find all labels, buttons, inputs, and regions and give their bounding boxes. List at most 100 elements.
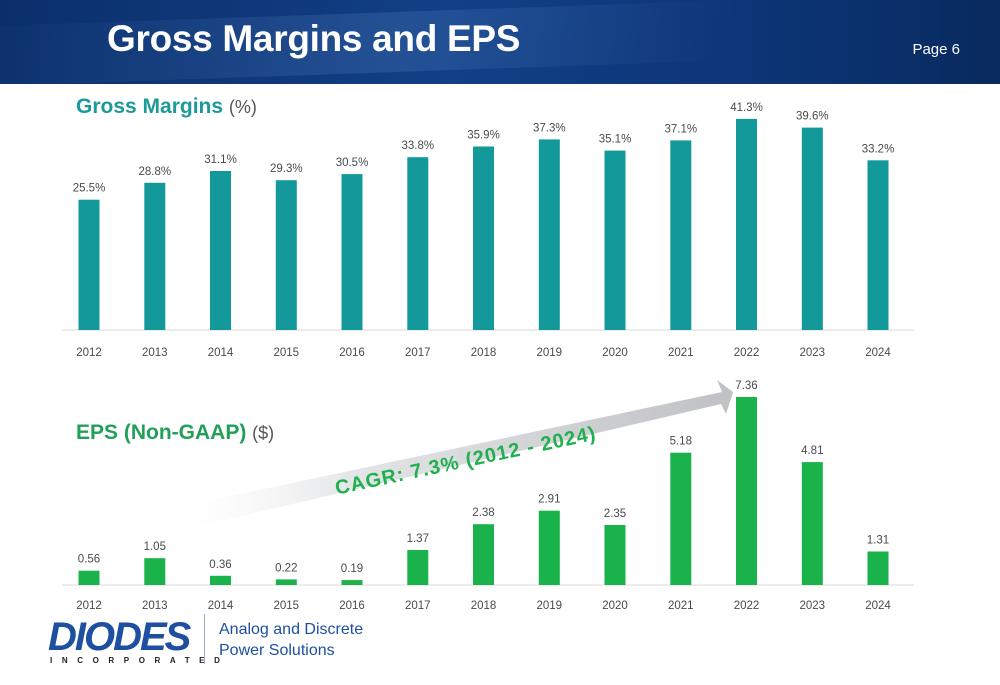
eps-tick-label-2020: 2020 xyxy=(602,600,628,612)
diodes-logo: DIODES INCORPORATED xyxy=(48,615,220,666)
logo-wordmark: DIODES xyxy=(48,615,191,659)
eps-tick-label-2016: 2016 xyxy=(339,600,365,612)
gm-tick-label-2016: 2016 xyxy=(339,347,365,359)
eps-bar-2021 xyxy=(670,452,692,585)
eps-value-label-2021: 5.18 xyxy=(670,436,692,448)
gm-bar-2012 xyxy=(78,199,100,330)
eps-title: EPS (Non-GAAP) ($) xyxy=(76,421,274,445)
eps-value-label-2023: 4.81 xyxy=(801,445,823,457)
gm-value-label-2013: 28.8% xyxy=(138,166,171,178)
eps-bar-2015 xyxy=(275,579,297,585)
gm-bar-2015 xyxy=(275,180,297,330)
eps-title-unit: ($) xyxy=(252,423,275,443)
eps-tick-label-2022: 2022 xyxy=(734,600,760,612)
gm-bar-2018 xyxy=(473,146,494,330)
gm-value-label-2018: 35.9% xyxy=(467,130,500,142)
eps-bar-2012 xyxy=(78,570,100,585)
eps-value-label-2020: 2.35 xyxy=(604,508,626,520)
eps-value-label-2016: 0.19 xyxy=(341,563,363,575)
gm-value-label-2022: 41.3% xyxy=(730,102,763,114)
gm-value-label-2014: 31.1% xyxy=(204,154,237,166)
gm-tick-label-2013: 2013 xyxy=(142,347,168,359)
eps-tick-label-2023: 2023 xyxy=(800,600,826,612)
page-title: Gross Margins and EPS xyxy=(107,18,521,59)
gm-tick-label-2015: 2015 xyxy=(274,347,300,359)
gross-margin-title: Gross Margins (%) xyxy=(76,95,257,119)
eps-bar-2022 xyxy=(736,397,757,585)
gm-bar-2023 xyxy=(801,127,823,330)
gm-value-label-2024: 33.2% xyxy=(862,143,895,155)
gm-tick-label-2018: 2018 xyxy=(471,347,497,359)
gm-bar-2020 xyxy=(604,150,626,330)
gross-margin-chart: 25.5% 28.8% 31.1% 29.3% 30.5% 33.8% 35.9% 37.3%… xyxy=(62,102,914,359)
gm-tick-label-2024: 2024 xyxy=(865,347,891,359)
eps-title-text: EPS (Non-GAAP) xyxy=(76,421,247,444)
eps-tick-label-2018: 2018 xyxy=(471,600,497,612)
eps-bar-2024 xyxy=(867,551,889,585)
eps-value-label-2018: 2.38 xyxy=(472,507,494,519)
gm-bar-2024 xyxy=(867,160,889,330)
gm-tick-label-2017: 2017 xyxy=(405,347,431,359)
gm-bar-2019 xyxy=(538,139,560,330)
cagr-arrow: CAGR: 7.3% (2012 - 2024) xyxy=(155,380,733,535)
gm-tick-label-2020: 2020 xyxy=(602,347,628,359)
cagr-annotation: CAGR: 7.3% (2012 - 2024) xyxy=(333,423,598,500)
gm-value-label-2019: 37.3% xyxy=(533,122,566,134)
eps-bar-2023 xyxy=(801,462,823,585)
tagline-line-1: Analog and Discrete xyxy=(219,621,364,638)
logo-subtitle: INCORPORATED xyxy=(50,656,230,665)
gm-tick-label-2023: 2023 xyxy=(800,347,826,359)
gm-bar-2017 xyxy=(407,157,429,330)
eps-value-label-2013: 1.05 xyxy=(144,541,166,553)
gross-margin-title-text: Gross Margins xyxy=(76,95,224,118)
eps-value-label-2024: 1.31 xyxy=(867,535,889,547)
eps-value-label-2019: 2.91 xyxy=(538,494,560,506)
gm-bar-2013 xyxy=(144,182,166,330)
eps-tick-label-2012: 2012 xyxy=(76,600,102,612)
gm-value-label-2017: 33.8% xyxy=(401,140,434,152)
gm-tick-label-2012: 2012 xyxy=(76,347,102,359)
eps-value-label-2012: 0.56 xyxy=(78,554,100,566)
tagline-line-2: Power Solutions xyxy=(219,642,335,659)
gm-tick-label-2019: 2019 xyxy=(537,347,563,359)
eps-bar-2020 xyxy=(604,525,626,585)
eps-bar-2017 xyxy=(407,550,429,585)
cagr-arrow-body xyxy=(155,380,733,535)
eps-bar-2014 xyxy=(210,575,231,585)
page-number: Page 6 xyxy=(912,41,960,58)
eps-value-label-2015: 0.22 xyxy=(275,562,297,574)
tagline: Analog and Discrete Power Solutions xyxy=(219,619,363,661)
gm-bar-2016 xyxy=(341,174,363,330)
eps-tick-label-2019: 2019 xyxy=(537,600,563,612)
eps-bar-2016 xyxy=(341,580,363,585)
eps-tick-label-2013: 2013 xyxy=(142,600,168,612)
gm-value-label-2012: 25.5% xyxy=(73,183,106,195)
gm-bar-2014 xyxy=(210,171,231,330)
eps-tick-label-2017: 2017 xyxy=(405,600,431,612)
gm-value-label-2023: 39.6% xyxy=(796,111,829,123)
gm-tick-label-2014: 2014 xyxy=(208,347,234,359)
eps-tick-label-2015: 2015 xyxy=(274,600,300,612)
gm-value-label-2016: 30.5% xyxy=(336,157,369,169)
eps-bar-2013 xyxy=(144,558,166,585)
gm-value-label-2021: 37.1% xyxy=(664,123,697,135)
eps-tick-label-2024: 2024 xyxy=(865,600,891,612)
eps-value-label-2017: 1.37 xyxy=(407,533,429,545)
eps-value-label-2022: 7.36 xyxy=(735,380,757,392)
gm-bar-2022 xyxy=(736,118,757,331)
gm-bar-2021 xyxy=(670,140,692,330)
eps-tick-label-2014: 2014 xyxy=(208,600,234,612)
header-banner: Gross Margins and EPS Page 6 xyxy=(0,0,1000,84)
eps-bar-2019 xyxy=(538,510,560,585)
gross-margin-title-unit: (%) xyxy=(228,97,257,117)
eps-value-label-2014: 0.36 xyxy=(209,559,231,571)
footer-divider xyxy=(204,614,205,664)
gm-tick-label-2021: 2021 xyxy=(668,347,694,359)
eps-chart: 0.56 1.05 0.36 0.22 0.19 1.37 2.38 2.91 2.35 5.18… xyxy=(62,380,914,612)
gm-value-label-2015: 29.3% xyxy=(270,163,303,175)
eps-bar-2018 xyxy=(473,524,494,585)
gm-tick-label-2022: 2022 xyxy=(734,347,760,359)
gm-value-label-2020: 35.1% xyxy=(599,134,632,146)
eps-tick-label-2021: 2021 xyxy=(668,600,694,612)
